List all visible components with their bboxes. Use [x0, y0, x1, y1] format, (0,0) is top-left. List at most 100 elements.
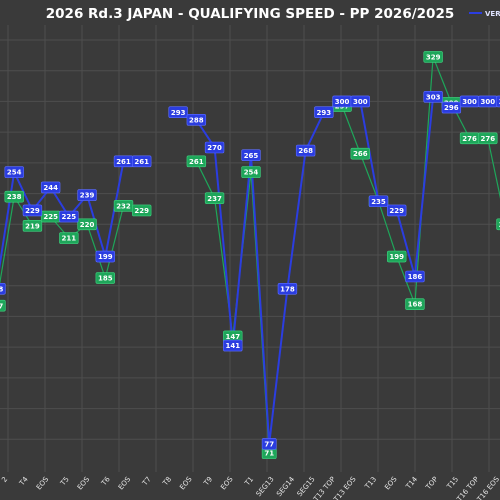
data-label-text: 71: [264, 450, 274, 458]
data-label-text: 300: [499, 98, 500, 106]
data-label-ver: 141: [223, 339, 243, 352]
data-label-box: [368, 195, 389, 208]
data-label-box: [441, 101, 462, 114]
data-label-pp2025: 199: [387, 250, 407, 263]
legend-label-ver: VER: [485, 10, 500, 18]
data-label-text: 229: [389, 207, 404, 215]
data-label-text: 178: [0, 285, 3, 293]
data-label-text: 303: [426, 93, 441, 101]
data-label-ver: 268: [295, 144, 316, 157]
data-label-ver: 300: [478, 95, 498, 108]
data-label-box: [261, 438, 277, 450]
data-label-box: [241, 166, 261, 178]
data-label-pp2025: 211: [59, 232, 79, 244]
data-label-pp2025: 261: [186, 155, 207, 168]
data-label-ver: 270: [204, 141, 225, 154]
data-label-ver: 178: [277, 282, 298, 295]
data-label-pp2025: 220: [496, 218, 500, 231]
data-label-box: [77, 218, 97, 231]
data-label-ver: 300: [459, 95, 480, 108]
data-label-box: [204, 141, 225, 154]
data-label-text: 229: [25, 207, 40, 215]
data-label-box: [132, 204, 152, 217]
data-label-pp2025: 232: [113, 200, 134, 212]
data-label-box: [59, 232, 79, 244]
data-label-box: [496, 95, 500, 108]
data-label-text: 141: [225, 342, 240, 350]
data-label-ver: 303: [423, 91, 443, 103]
data-label-text: 147: [225, 333, 240, 341]
data-label-text: 220: [80, 221, 95, 229]
x-tick-label: 2: [0, 475, 9, 484]
data-label-box: [40, 181, 61, 194]
data-label-box: [387, 204, 407, 217]
data-label-text: 300: [335, 98, 350, 106]
data-label-pp2025: 185: [95, 272, 115, 284]
data-label-text: 261: [189, 158, 204, 166]
data-label-ver: 293: [314, 106, 334, 118]
data-label-text: 244: [43, 184, 58, 192]
data-label-box: [350, 95, 370, 108]
data-label-text: 237: [207, 195, 222, 203]
data-label-text: 300: [462, 98, 477, 106]
data-label-text: 329: [426, 53, 441, 61]
data-label-text: 168: [408, 301, 423, 309]
data-label-box: [241, 149, 261, 161]
data-label-ver: 293: [168, 106, 188, 118]
data-label-text: 254: [244, 169, 259, 177]
data-label-box: [59, 210, 79, 223]
grid: [0, 25, 500, 472]
data-label-text: 288: [189, 116, 204, 124]
data-label-text: 167: [0, 302, 3, 310]
data-label-text: 235: [371, 198, 386, 206]
data-label-ver: 244: [40, 181, 61, 194]
data-label-text: 266: [353, 150, 368, 158]
data-label-ver: 296: [441, 101, 462, 114]
point-labels: 1672382192252112201852322292612371472547…: [0, 51, 500, 459]
data-label-ver: 288: [186, 114, 207, 126]
data-label-text: 185: [98, 275, 113, 283]
data-label-text: 254: [7, 169, 22, 177]
data-label-ver: 229: [22, 204, 43, 217]
data-label-box: [168, 106, 188, 118]
data-label-pp2025: 229: [132, 204, 152, 217]
data-label-pp2025: 220: [77, 218, 97, 231]
data-label-ver: 235: [368, 195, 389, 208]
data-label-pp2025: 329: [423, 51, 443, 63]
data-label-ver: 300: [496, 95, 500, 108]
data-label-box: [186, 114, 207, 126]
data-label-text: 270: [207, 144, 222, 152]
data-label-box: [132, 155, 152, 168]
data-label-text: 300: [480, 98, 495, 106]
data-label-text: 229: [134, 207, 149, 215]
data-label-pp2025: 238: [4, 190, 24, 203]
data-label-ver: 239: [77, 189, 97, 201]
data-label-box: [22, 220, 43, 232]
data-label-text: 178: [280, 285, 295, 293]
data-label-pp2025: 276: [459, 132, 480, 145]
data-label-ver: 300: [350, 95, 370, 108]
data-label-pp2025: 167: [0, 299, 6, 312]
data-label-ver: 77: [261, 438, 277, 450]
data-label-text: 239: [80, 192, 95, 200]
data-label-text: 296: [444, 104, 459, 112]
data-label-ver: 225: [59, 210, 79, 223]
data-label-pp2025: 168: [405, 298, 425, 310]
data-label-box: [223, 339, 243, 352]
data-label-box: [405, 270, 425, 283]
data-label-ver: 186: [405, 270, 425, 283]
data-label-ver: 300: [332, 95, 352, 108]
data-label-text: 261: [134, 158, 149, 166]
data-label-box: [387, 250, 407, 263]
data-label-box: [277, 282, 298, 295]
data-label-ver: 261: [132, 155, 152, 168]
data-label-text: 199: [98, 253, 113, 261]
data-label-text: 238: [7, 193, 22, 201]
data-label-box: [4, 166, 24, 178]
data-label-box: [0, 299, 6, 312]
data-label-text: 293: [171, 109, 186, 117]
data-label-pp2025: 266: [350, 147, 370, 160]
data-label-box: [423, 91, 443, 103]
